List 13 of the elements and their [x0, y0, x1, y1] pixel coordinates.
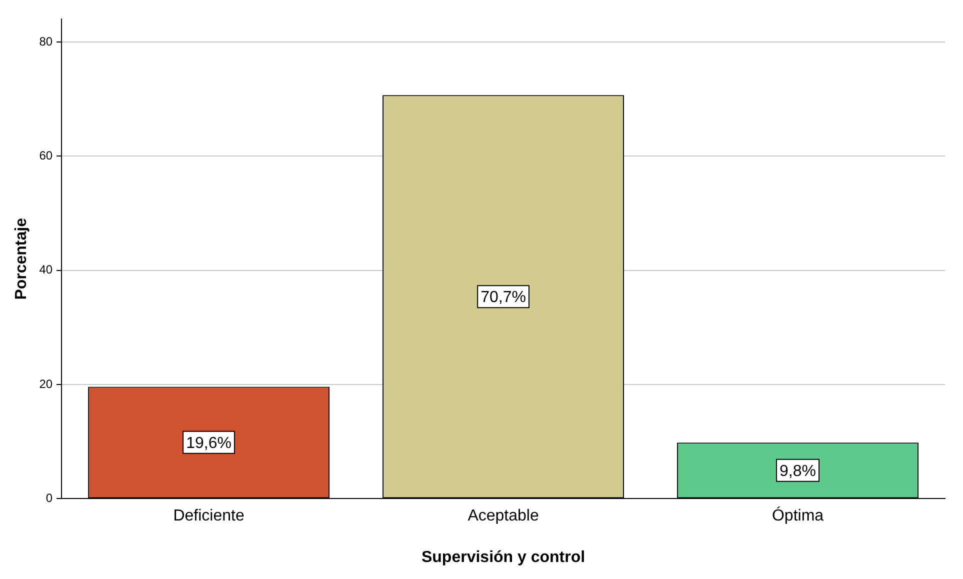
x-tick-label: Óptima [772, 506, 824, 525]
data-label: 19,6% [186, 434, 232, 452]
data-label: 9,8% [780, 462, 816, 480]
y-tick-label: 40 [39, 262, 53, 277]
x-tick-label: Aceptable [468, 508, 539, 525]
y-axis-title: Porcentaje [13, 218, 30, 300]
y-tick-label: 0 [46, 490, 53, 505]
x-tick-label: Deficiente [173, 508, 244, 525]
y-tick-label: 20 [39, 376, 53, 391]
y-tick-label: 60 [39, 148, 53, 162]
y-tick-label: 80 [39, 34, 53, 48]
data-label: 70,7% [480, 289, 526, 306]
x-axis-title: Supervisión y control [421, 548, 586, 566]
